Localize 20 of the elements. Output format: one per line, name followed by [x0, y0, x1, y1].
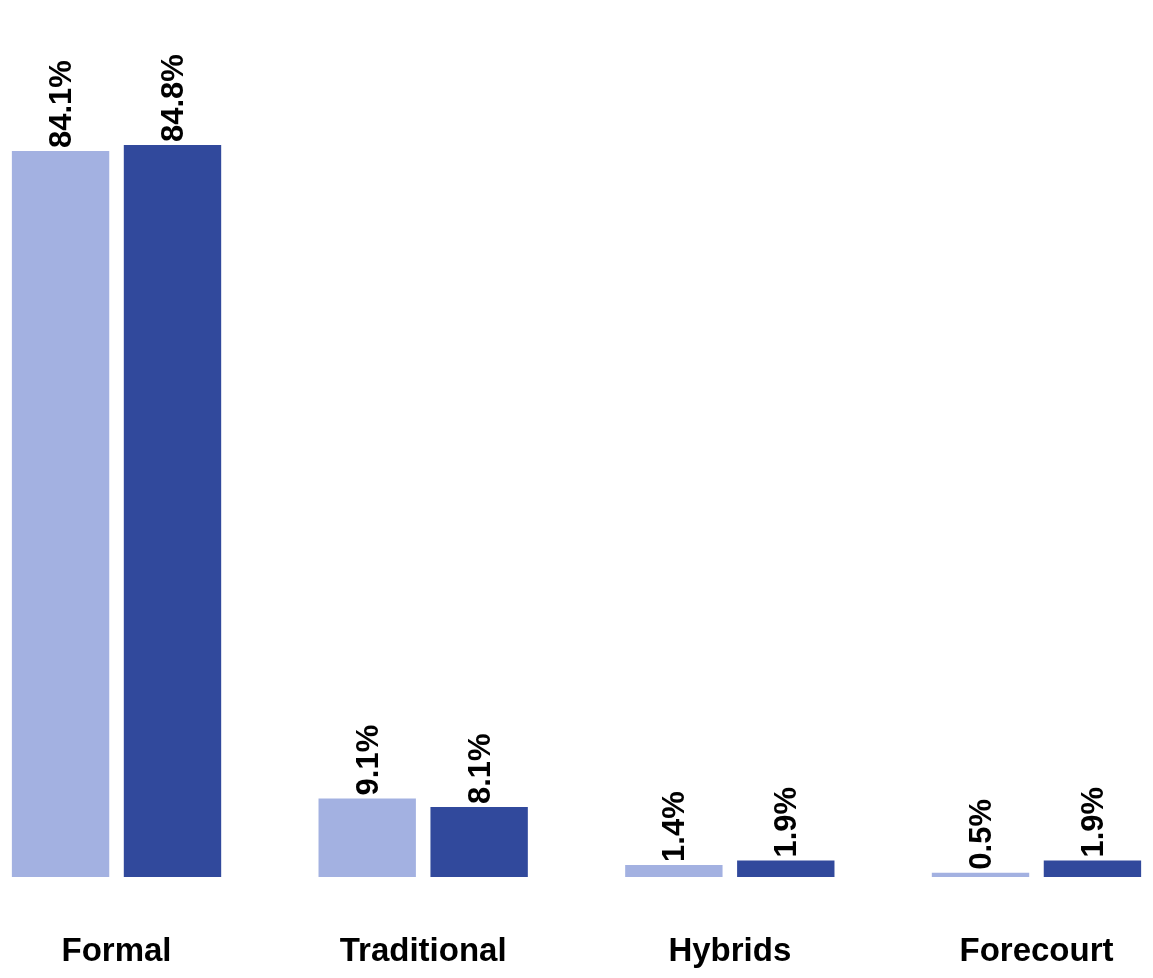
bar [737, 860, 835, 877]
bar [11, 151, 110, 877]
data-label: 84.8% [154, 54, 190, 142]
bar [430, 807, 528, 877]
bar [931, 872, 1030, 877]
data-label: 1.9% [768, 786, 804, 858]
data-label: 9.1% [349, 724, 385, 796]
x-tick-label: Formal [61, 931, 172, 968]
bar [625, 864, 723, 877]
bar [123, 145, 222, 877]
x-tick-label: Traditional [339, 931, 507, 968]
data-label: 1.4% [656, 791, 692, 862]
data-label: 0.5% [963, 799, 999, 870]
data-label: 84.1% [43, 60, 79, 149]
bar [1043, 860, 1142, 877]
data-label: 1.9% [1074, 786, 1110, 858]
x-tick-label: Forecourt [959, 931, 1114, 968]
data-label: 8.1% [461, 733, 497, 805]
x-tick-label: Hybrids [668, 931, 792, 968]
bar [318, 798, 416, 877]
